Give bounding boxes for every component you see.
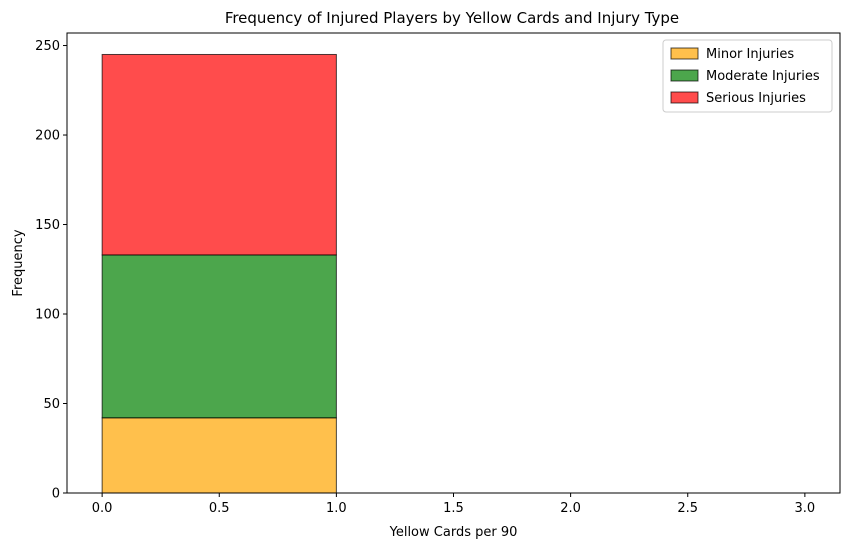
legend-label: Moderate Injuries xyxy=(706,69,820,84)
bar-serious-injuries-bin-0 xyxy=(101,53,337,256)
legend-swatch xyxy=(670,91,699,104)
legend: Minor Injuries Moderate Injuries Serious I… xyxy=(662,39,833,113)
legend-swatch xyxy=(670,47,699,60)
x-tick-label: 2.5 xyxy=(677,501,698,516)
legend-label: Serious Injuries xyxy=(706,91,806,106)
x-axis-ticks: 0.0 0.5 1.0 1.5 2.0 2.5 3.0 xyxy=(92,493,815,516)
y-tick-label: 250 xyxy=(35,39,60,54)
legend-label: Minor Injuries xyxy=(706,47,794,62)
bar-minor-injuries-bin-0 xyxy=(101,417,337,494)
legend-swatch xyxy=(670,69,699,82)
x-tick-label: 2.0 xyxy=(560,501,581,516)
plot-frame xyxy=(66,32,841,494)
y-tick-label: 150 xyxy=(35,218,60,233)
legend-box xyxy=(662,39,833,113)
y-tick-label: 0 xyxy=(52,487,60,502)
bars-layer xyxy=(101,53,337,494)
x-tick-label: 1.0 xyxy=(326,501,347,516)
y-tick-label: 200 xyxy=(35,129,60,144)
y-axis-ticks: 0 50 100 150 200 250 xyxy=(35,39,67,502)
x-tick-label: 0.5 xyxy=(209,501,230,516)
y-tick-label: 100 xyxy=(35,308,60,323)
bar-moderate-injuries-bin-0 xyxy=(101,254,337,419)
chart-title: Frequency of Injured Players by Yellow C… xyxy=(225,9,679,27)
x-tick-label: 0.0 xyxy=(92,501,113,516)
x-tick-label: 3.0 xyxy=(795,501,816,516)
x-tick-label: 1.5 xyxy=(443,501,464,516)
y-tick-label: 50 xyxy=(43,397,60,412)
y-axis-label: Frequency xyxy=(11,229,26,296)
x-axis-label: Yellow Cards per 90 xyxy=(389,525,518,540)
